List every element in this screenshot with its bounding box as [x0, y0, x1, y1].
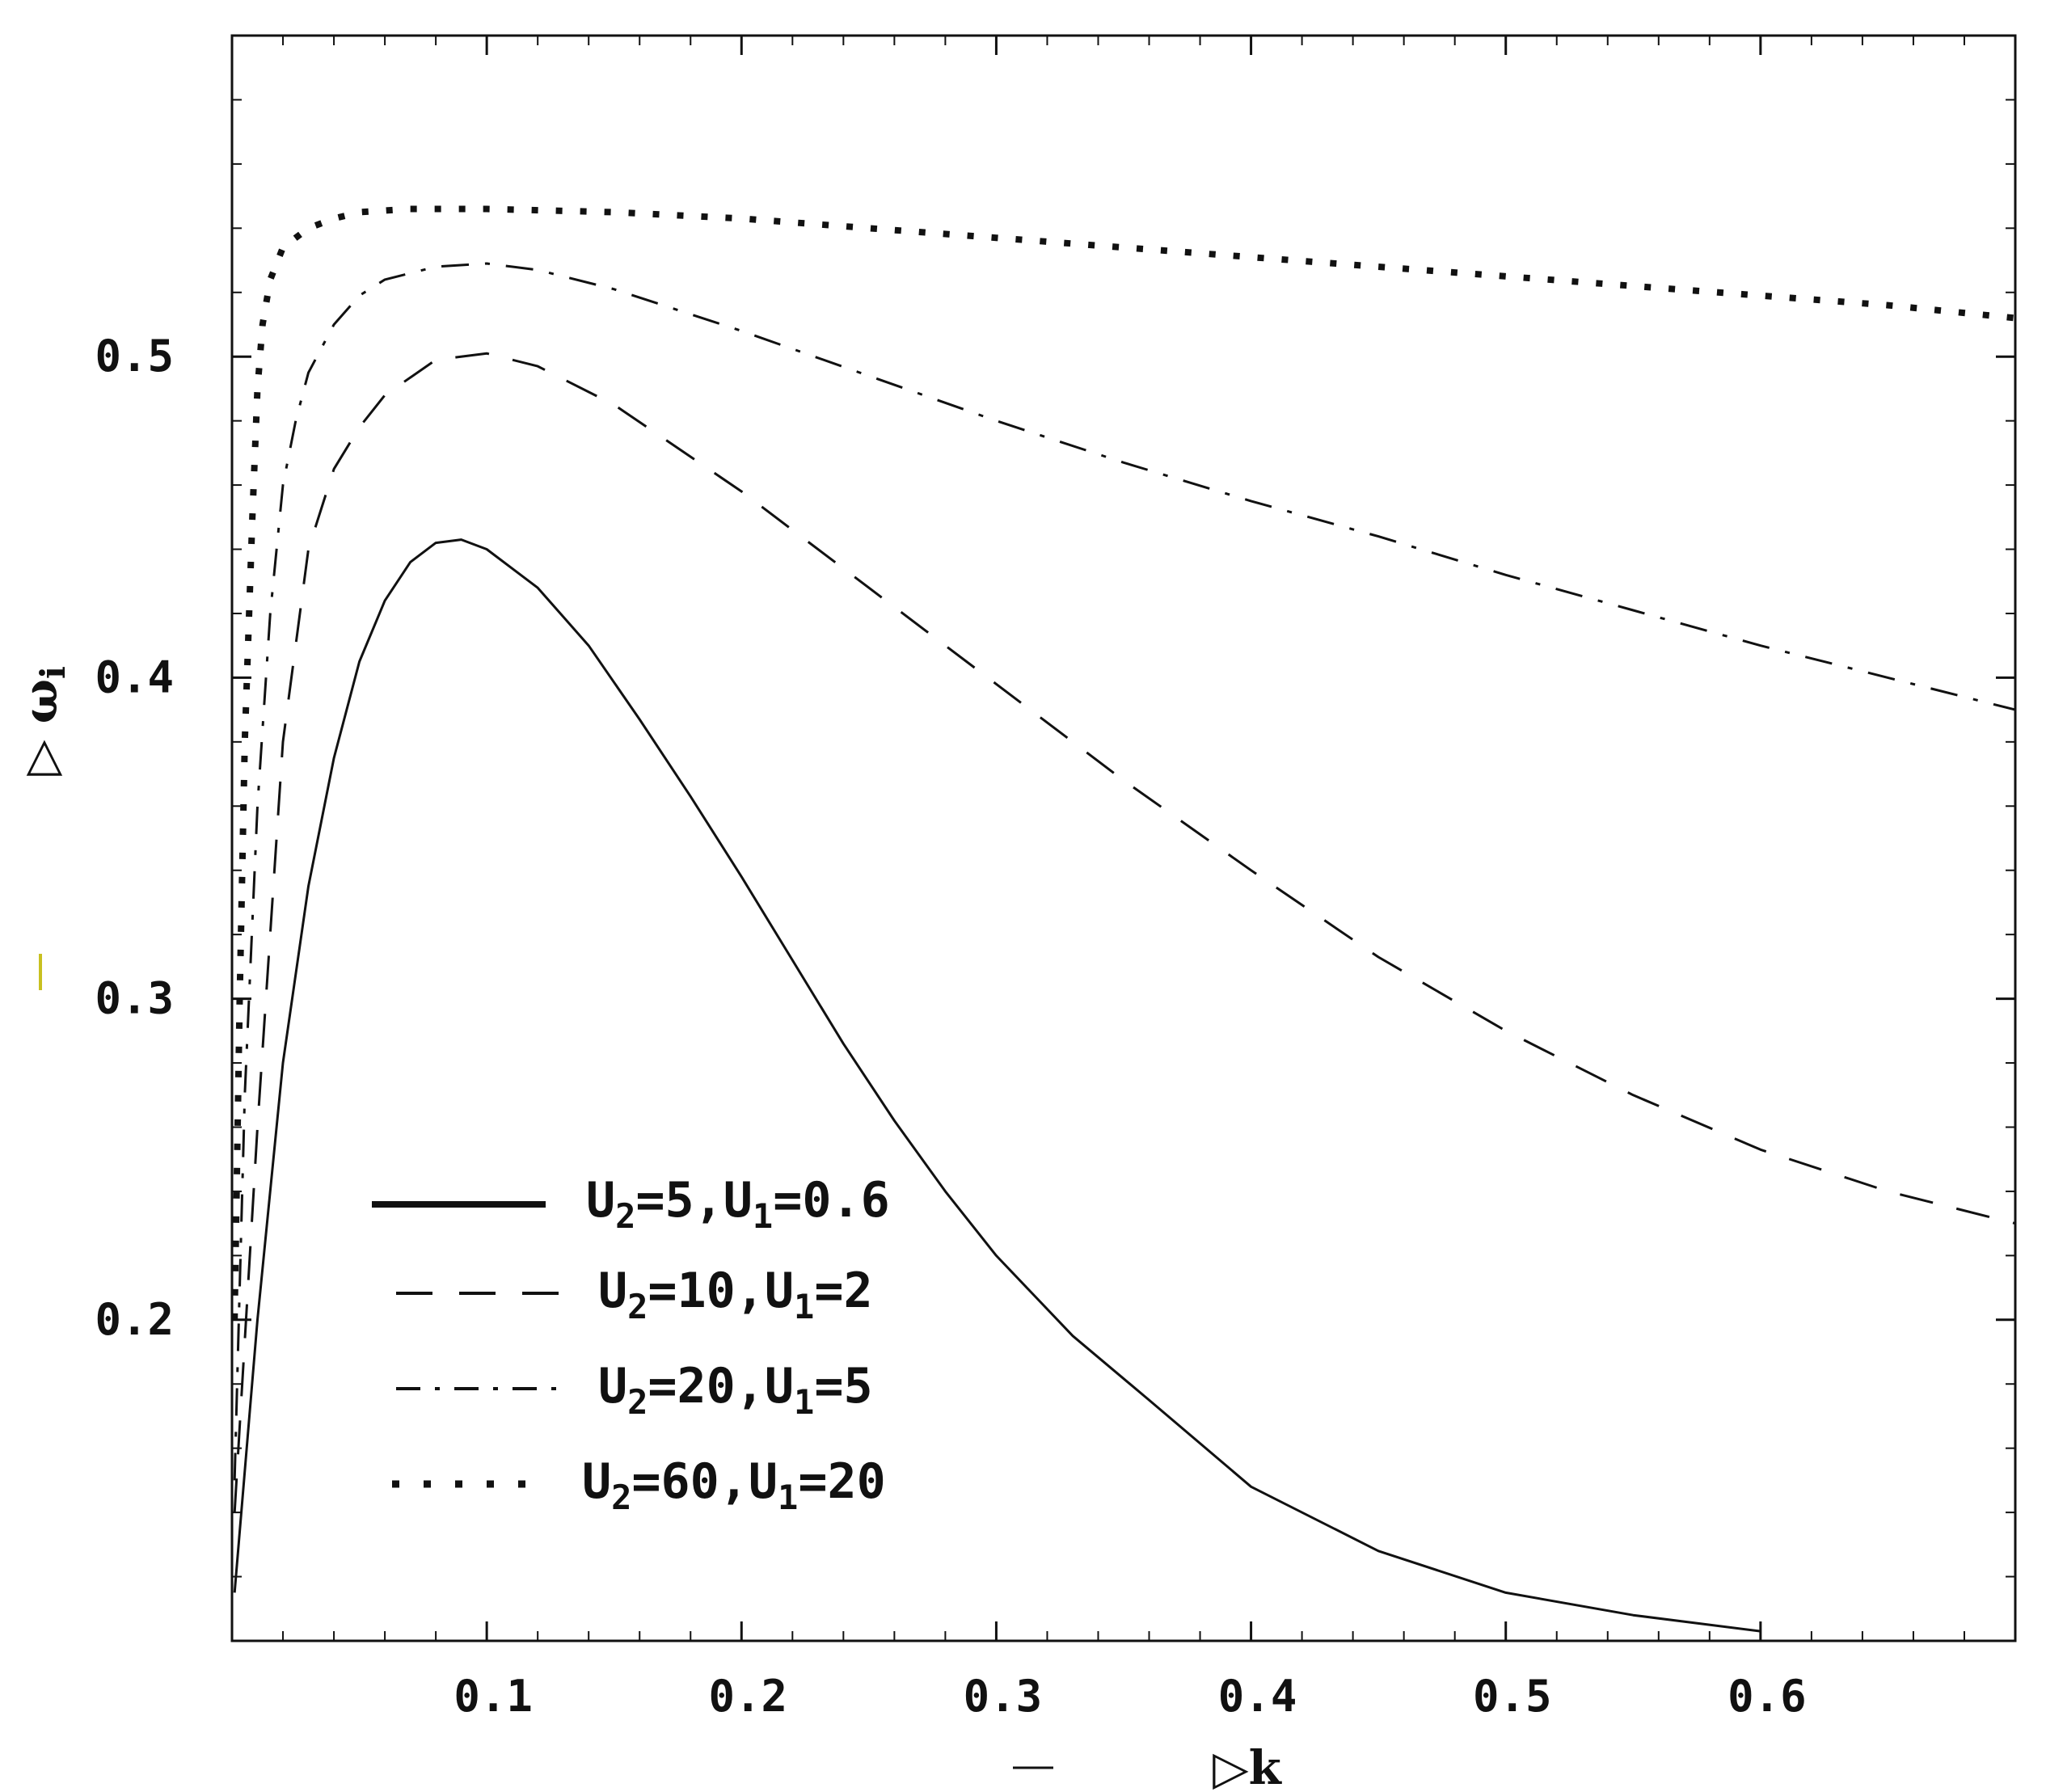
legend-label-series-2: U2=10,U1=2 — [598, 1263, 873, 1326]
x-tick-label: 0.5 — [1473, 1671, 1552, 1722]
y-axis-title: ▷ ωi — [13, 666, 73, 776]
series-line-dotted — [232, 205, 2015, 1320]
y-tick-label: 0.3 — [95, 973, 174, 1024]
x-tick-label: 0.1 — [453, 1671, 533, 1722]
y-axis-label-subscript: i — [33, 666, 73, 679]
legend: U2=5,U1=0.6 U2=10,U1=2 U2=20,U1=5 U2=60,… — [372, 1172, 890, 1517]
legend-label-series-3: U2=20,U1=5 — [598, 1358, 873, 1422]
y-axis-arrow-glyph: ▷ — [13, 723, 68, 776]
y-tick-label: 0.5 — [95, 331, 174, 382]
x-tick-label: 0.2 — [709, 1671, 788, 1722]
major-ticks — [232, 36, 2015, 1641]
y-tick-label: 0.4 — [95, 651, 174, 702]
legend-label-series-4: U2=60,U1=20 — [582, 1453, 886, 1517]
y-tick-label: 0.2 — [95, 1294, 174, 1345]
y-axis-label: ω — [13, 679, 68, 723]
series-line-solid — [233, 538, 1761, 1633]
plot-frame — [230, 34, 2017, 1642]
x-axis-title: ▷k — [1213, 1740, 1283, 1792]
series-line-dashed — [233, 352, 2015, 1513]
x-tick-label: 0.6 — [1727, 1671, 1807, 1722]
legend-label-series-1: U2=5,U1=0.6 — [586, 1172, 890, 1236]
series-layer — [232, 205, 2015, 1633]
x-axis-label: k — [1249, 1740, 1283, 1792]
series-line-dashdot — [233, 262, 2015, 1481]
tick-labels: 0.1 0.2 0.3 0.4 0.5 0.6 0.2 0.3 0.4 0.5 — [95, 331, 1806, 1722]
x-tick-label: 0.3 — [964, 1671, 1043, 1722]
svg-text:▷ ωi: ▷ ωi — [13, 666, 73, 776]
x-axis-arrow-glyph: ▷ — [1213, 1740, 1249, 1792]
x-tick-label: 0.4 — [1218, 1671, 1297, 1722]
